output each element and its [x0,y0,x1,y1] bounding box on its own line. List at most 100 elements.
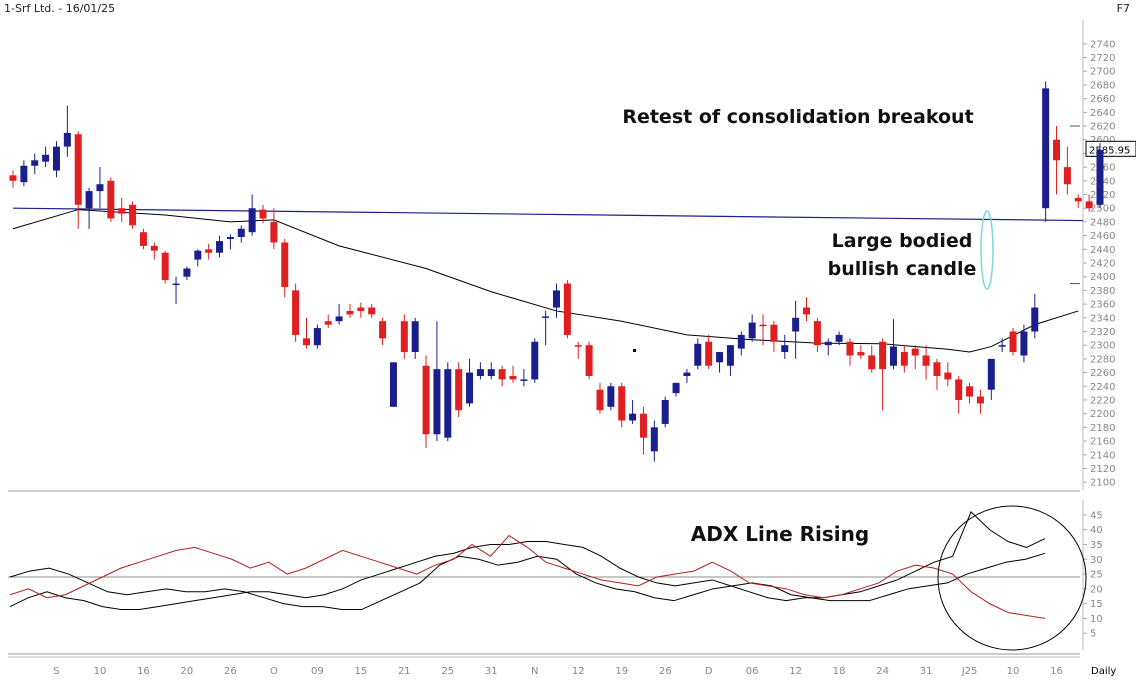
candle [74,131,82,229]
price-tick-label: 2720 [1090,53,1115,64]
candle [281,239,289,298]
candle [433,321,441,442]
candle [31,153,39,174]
candle [792,300,800,359]
candle [107,177,115,222]
candle-body [520,379,528,381]
candle [259,204,267,224]
candle [520,369,528,387]
candle [650,420,658,462]
candle-body [650,427,658,452]
candle [335,304,343,325]
candle-body [455,369,463,411]
candle [237,225,245,243]
price-tick-label: 2700 [1090,67,1115,78]
candle-body [313,328,321,346]
candle-body [150,245,158,251]
candle-body [1053,139,1061,161]
candle-body [879,341,887,370]
candle [389,362,397,407]
adx-tick-label: 45 [1090,510,1103,521]
candle-body [1074,197,1082,202]
candle [759,314,767,346]
candle [987,358,995,400]
candle-body [911,348,919,356]
candle-body [357,307,365,311]
candle [302,317,310,349]
breakout-level-line [12,207,1084,222]
candle [694,338,702,370]
candle-body [281,242,289,287]
adx-annotation: ADX Line Rising [690,522,870,546]
candle-body [987,358,995,390]
candle [150,242,158,260]
price-tick-label: 2220 [1090,395,1115,406]
candle-body [129,204,137,226]
candle-body [857,352,865,356]
candle [476,362,484,380]
x-tick-label: 25 [441,666,454,677]
price-tick-label: 2460 [1090,231,1115,242]
candle [368,304,376,318]
candle [553,283,560,318]
di-plus-line [9,552,1046,611]
x-tick-label: 31 [920,666,933,677]
candle [824,338,832,356]
candle [183,266,191,281]
x-tick-label: 18 [833,666,846,677]
candle-body [759,324,767,327]
candle-body [216,241,224,253]
large-candle-annotation-line2: bullish candle [827,258,977,280]
candle [52,141,60,178]
price-tick-label: 2360 [1090,300,1115,311]
candle [161,250,169,284]
candle [542,310,550,346]
candle [781,334,789,359]
candle-body [194,250,202,260]
retest-annotation: Retest of consolidation breakout [622,106,974,128]
candle-body [835,334,843,342]
candle [933,358,941,390]
candle [726,345,734,376]
candle-body [509,376,517,380]
x-tick-label: 31 [485,666,498,677]
candle [444,362,452,442]
candle-body [183,268,191,277]
candle [683,369,691,383]
candle [966,382,974,404]
gap-ellipse [980,210,994,290]
candle-body [139,232,147,246]
candle-body [639,413,647,438]
x-tick-label: 12 [789,666,802,677]
candle [379,317,387,346]
candle-body [574,345,582,347]
candle-body [389,362,397,407]
candle [639,406,647,455]
price-tick-label: 2300 [1090,341,1115,352]
candle-body [476,369,484,376]
candle [813,317,821,353]
candle-body [400,321,408,353]
candle [1085,194,1093,212]
x-tick-label: 16 [137,666,150,677]
x-tick-label: 16 [1050,666,1063,677]
candle-body [629,413,637,421]
candle-body [205,249,213,253]
candle [455,362,463,418]
candle-body [487,369,495,376]
price-tick-label: 2260 [1090,368,1115,379]
candle-body [302,338,310,346]
candle [9,170,17,188]
candle [63,105,71,157]
x-tick-label: N [531,666,538,677]
candle-body [259,209,267,219]
candle-body [976,396,984,404]
candle-body [618,386,626,421]
candle-body [661,399,669,424]
candle [411,317,419,359]
candle-body [161,252,169,281]
candle [879,338,887,411]
price-tick-label: 2180 [1090,423,1115,434]
adx-line [9,511,1046,611]
candle-body [292,290,300,335]
